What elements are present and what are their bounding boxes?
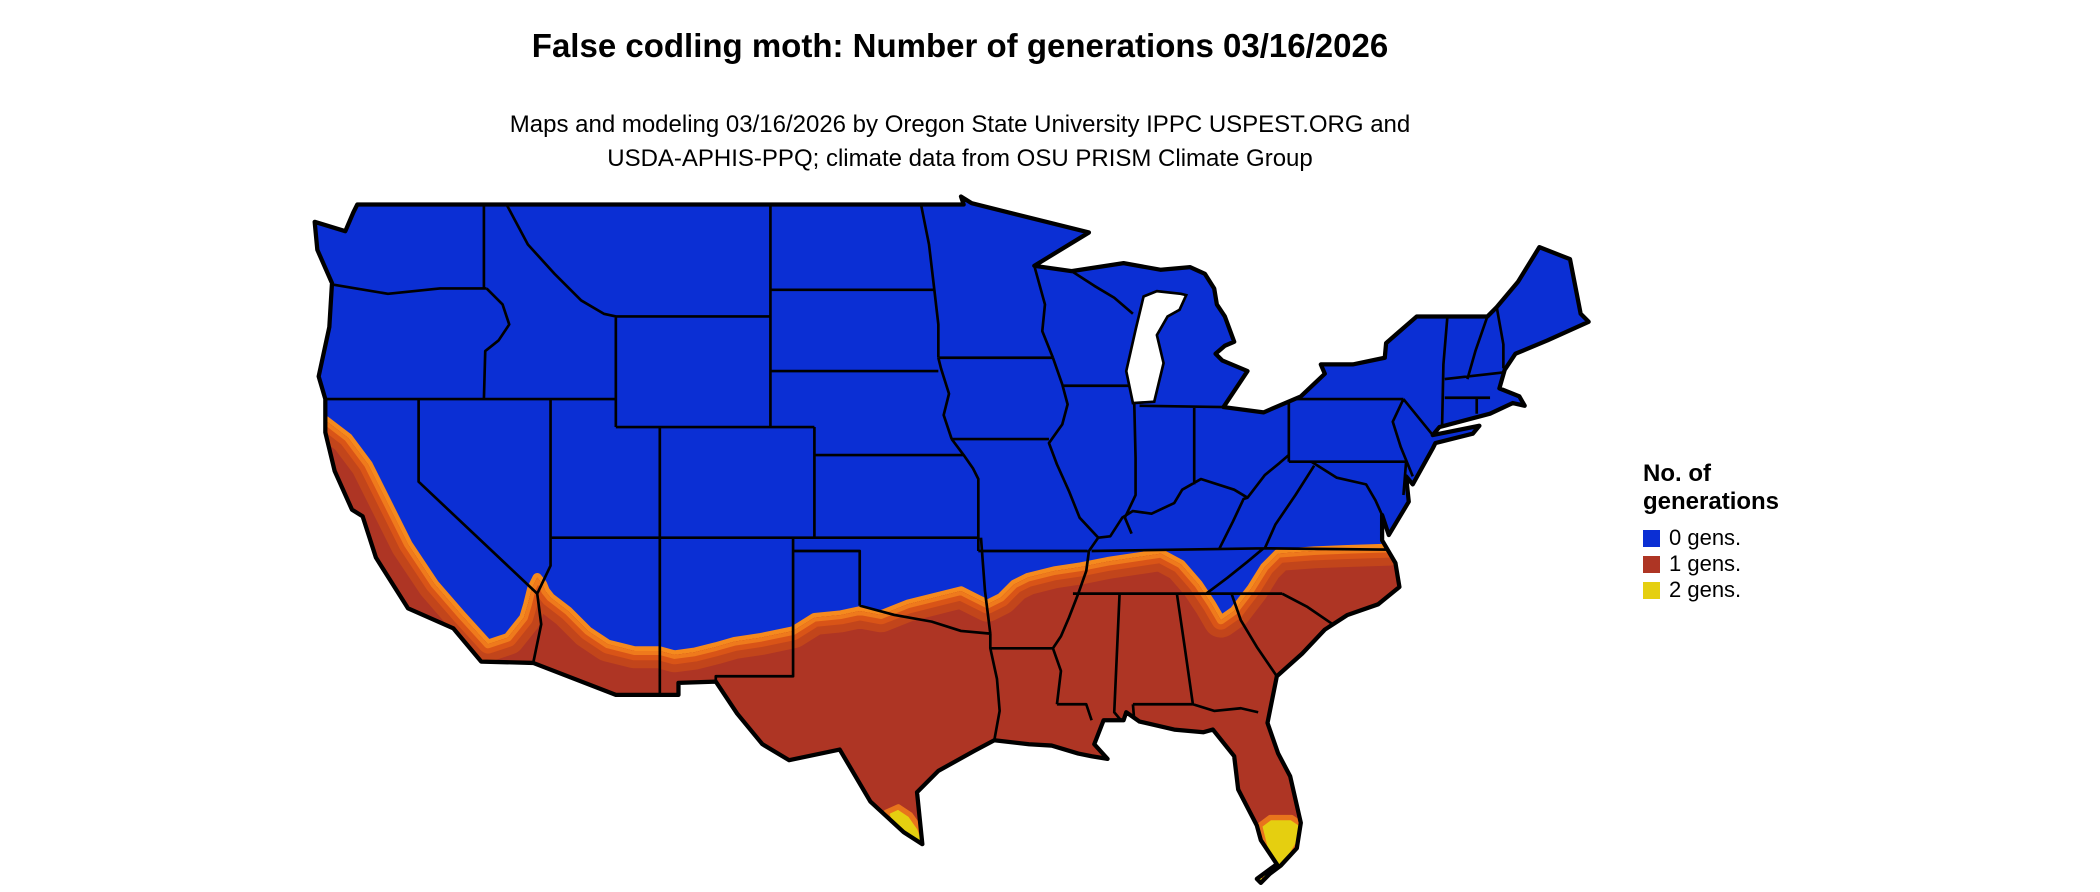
- legend-swatch-1-gens: [1643, 555, 1660, 573]
- map-legend: No. of generations 0 gens. 1 gens. 2 gen…: [1643, 460, 1779, 603]
- legend-label-0-gens: 0 gens.: [1669, 525, 1742, 550]
- legend-label-1-gens: 1 gens.: [1669, 551, 1742, 576]
- legend-title: No. of generations: [1643, 460, 1779, 516]
- state-borders: [325, 203, 1505, 741]
- region-zero-generations: [314, 196, 1589, 883]
- legend-item-1-gens: 1 gens.: [1643, 551, 1779, 577]
- legend-label-2-gens: 2 gens.: [1669, 577, 1742, 602]
- legend-swatch-2-gens: [1643, 581, 1660, 599]
- legend-items: 0 gens. 1 gens. 2 gens.: [1643, 525, 1779, 603]
- subtitle-line-1: Maps and modeling 03/16/2026 by Oregon S…: [509, 111, 1411, 138]
- legend-title-line-2: generations: [1643, 488, 1780, 515]
- legend-title-line-1: No. of: [1643, 460, 1711, 487]
- page-subtitle: Maps and modeling 03/16/2026 by Oregon S…: [0, 108, 1920, 176]
- subtitle-line-2: USDA-APHIS-PPQ; climate data from OSU PR…: [607, 145, 1313, 172]
- legend-swatch-0-gens: [1643, 529, 1660, 547]
- page-title: False codling moth: Number of generation…: [531, 27, 1389, 64]
- legend-item-2-gens: 2 gens.: [1643, 577, 1779, 603]
- us-generations-map: [308, 191, 1594, 891]
- lake-michigan: [1124, 289, 1189, 405]
- legend-item-0-gens: 0 gens.: [1643, 525, 1779, 551]
- us-map: [308, 191, 1594, 891]
- map-header: False codling moth: Number of generation…: [0, 26, 1920, 176]
